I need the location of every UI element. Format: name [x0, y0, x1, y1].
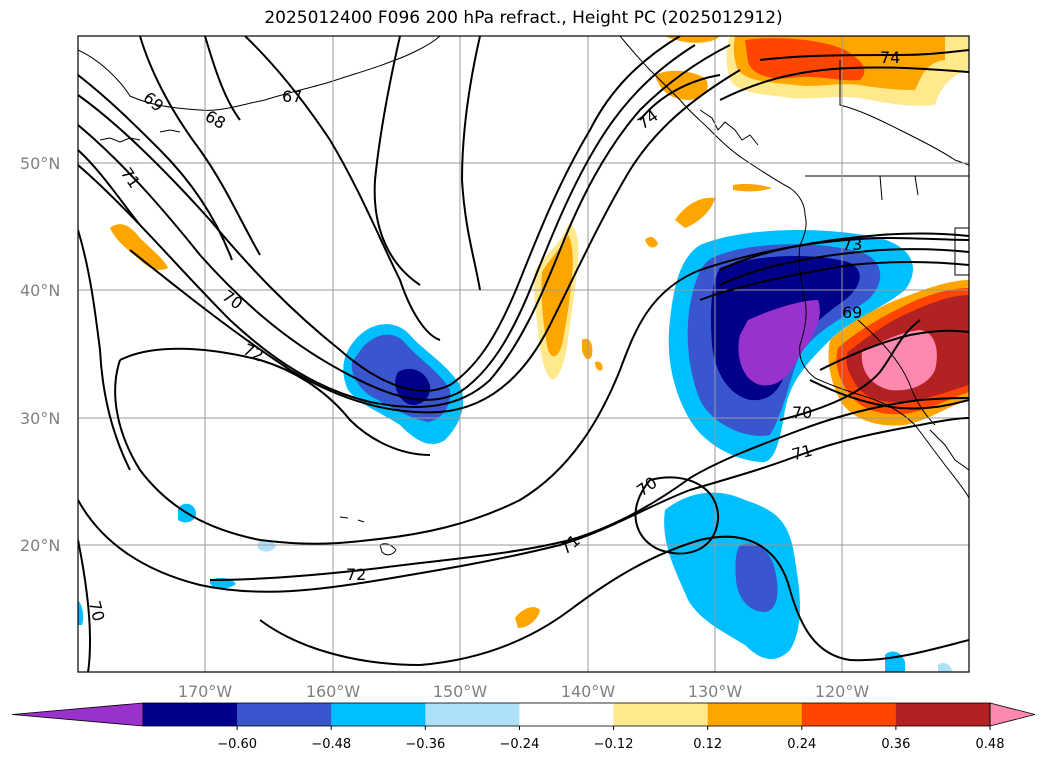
- contour-label: 67: [282, 87, 302, 106]
- colorbar-swatch: [331, 703, 426, 726]
- colorbar-ticks: −0.60 −0.48 −0.36 −0.24 −0.12 0.12 0.24 0.36 0.4…: [217, 726, 1005, 752]
- colorbar-tick-label: 0.24: [787, 737, 816, 752]
- colorbar-swatch: [519, 703, 615, 726]
- contour-label: 69: [842, 303, 862, 322]
- contour-label: 70: [792, 403, 812, 422]
- lat-label: 30°N: [20, 409, 60, 428]
- colorbar-tick-label: −0.36: [405, 737, 445, 752]
- contour-label: 70: [85, 599, 109, 624]
- contour-label: 74: [880, 48, 900, 67]
- contour-label: 72: [346, 565, 366, 584]
- colorbar-tick-label: −0.60: [217, 737, 257, 752]
- lon-label: 130°W: [688, 682, 743, 701]
- lon-label: 160°W: [306, 682, 361, 701]
- colorbar-swatches: [11, 702, 1036, 727]
- map-title: 2025012400 F096 200 hPa refract., Height…: [264, 8, 783, 28]
- colorbar-swatch: [613, 703, 709, 726]
- colorbar-swatch: [895, 703, 991, 726]
- colorbar-tick-label: −0.48: [311, 737, 351, 752]
- colorbar: −0.60 −0.48 −0.36 −0.24 −0.12 0.12 0.24 0.36 0.4…: [11, 702, 1036, 752]
- lat-label: 20°N: [20, 536, 60, 555]
- colorbar-extension-high: [989, 702, 1036, 727]
- contour-label: 71: [790, 441, 815, 465]
- height-contours: [78, 36, 969, 672]
- lon-label: 170°W: [178, 682, 233, 701]
- refractivity-shading: [78, 36, 969, 672]
- colorbar-tick-label: 0.48: [976, 737, 1005, 752]
- lat-label: 50°N: [20, 154, 60, 173]
- lon-label: 140°W: [561, 682, 616, 701]
- map-background: [78, 36, 969, 672]
- colorbar-swatch: [801, 703, 897, 726]
- lat-label: 40°N: [20, 281, 60, 300]
- lon-label: 150°W: [433, 682, 488, 701]
- gridlines: [78, 36, 969, 672]
- lon-label: 120°W: [815, 682, 870, 701]
- colorbar-tick-label: −0.12: [594, 737, 634, 752]
- colorbar-swatch: [425, 703, 520, 726]
- longitude-labels: 170°W 160°W 150°W 140°W 130°W 120°W: [178, 682, 870, 701]
- colorbar-tick-label: 0.36: [881, 737, 910, 752]
- latitude-labels: 50°N 40°N 30°N 20°N: [20, 154, 60, 555]
- map-border: [77, 35, 970, 673]
- colorbar-swatch: [143, 703, 238, 726]
- colorbar-extension-low: [11, 702, 144, 727]
- contour-label: 73: [842, 235, 862, 254]
- colorbar-swatch: [237, 703, 332, 726]
- colorbar-tick-label: 0.12: [693, 737, 722, 752]
- colorbar-outline: [142, 702, 991, 727]
- colorbar-tick-label: −0.24: [500, 737, 540, 752]
- colorbar-swatch: [707, 703, 803, 726]
